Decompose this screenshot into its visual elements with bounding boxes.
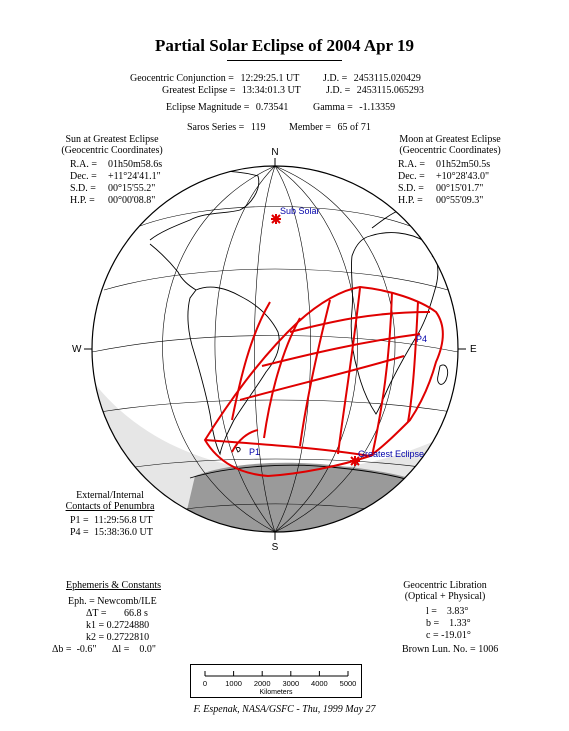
scale-bar-box [190, 664, 362, 698]
sun-heading-1: Sun at Greatest Eclipse [65, 134, 159, 145]
greatest-jd: 2453115.065293 [356, 85, 424, 96]
globe-disk [92, 166, 458, 532]
sun-hp-label: H.P. = [70, 195, 95, 206]
ephemeris-heading: Ephemeris & Constants [66, 580, 161, 591]
compass-north: N [271, 147, 278, 158]
sun-ra-label: R.A. = [70, 159, 98, 170]
ephemeris-k1: k1 = 0.2724880 [86, 620, 150, 631]
saros-line: Saros Series = 119 [187, 122, 265, 134]
moon-hp-label: H.P. = [398, 195, 423, 206]
libration-c: c = -19.01° [426, 630, 471, 641]
scale-tick-1000: 1000 [225, 679, 242, 688]
moon-dec-label: Dec. = [398, 171, 425, 182]
contacts-list: P1 = 11:29:56.8 UT P4 = 15:38:36.0 UT [70, 515, 153, 539]
moon-sd-value: 00°15'01.7" [436, 183, 484, 194]
eclipse-globe-map: N S W E Sub Solar Greatest Eclipse P1 P4 [72, 147, 477, 553]
moon-heading-1: Moon at Greatest Eclipse [399, 134, 501, 145]
p1-contact-label: P1 = [70, 515, 89, 526]
greatest-jd-label: J.D. = [326, 85, 351, 96]
scale-bar-ticks [204, 671, 349, 676]
page-title: Partial Solar Eclipse of 2004 Apr 19 [154, 36, 415, 55]
penumbra-southern-limit [204, 439, 371, 457]
sub-solar-label: Sub Solar [280, 206, 320, 216]
sun-sd-value: 00°15'55.2" [108, 183, 156, 194]
p4-contact-label: P4 = [70, 527, 89, 538]
sun-hp-value: 00°00'08.8" [108, 195, 156, 206]
scale-tick-0: 0 [203, 679, 207, 688]
member-label: Member = [289, 122, 332, 133]
member-line: Member = 65 of 71 [289, 122, 371, 134]
libration-heading-2: (Optical + Physical) [404, 591, 486, 602]
moon-heading-2: (Geocentric Coordinates) [399, 145, 501, 156]
brown-lunation: Brown Lun. No. = 1006 [402, 644, 499, 655]
sun-ra-value: 01h50m58.6s [108, 159, 163, 170]
p4-contact-time: 15:38:36.0 UT [94, 527, 153, 538]
gamma-value: -1.13359 [359, 102, 396, 113]
sub-solar-marker [271, 214, 281, 224]
compass-south: S [272, 542, 279, 553]
p1-label: P1 [249, 447, 260, 457]
p4-label: P4 [416, 334, 427, 344]
greatest-line: Greatest Eclipse = 13:34:01.3 UT [162, 85, 301, 97]
libration-b: b = 1.33° [426, 618, 471, 629]
greatest-time: 13:34:01.3 UT [241, 85, 301, 96]
moon-ra-value: 01h52m50.5s [436, 159, 491, 170]
compass-east: E [470, 344, 477, 355]
title-underline [227, 60, 342, 61]
sun-dec-value: +11°24'41.1" [108, 171, 161, 182]
magnitude-label: Eclipse Magnitude = [166, 102, 250, 113]
moon-hp-value: 00°55'09.3" [436, 195, 484, 206]
greatest-eclipse-label: Greatest Eclipse [358, 449, 424, 459]
p1-contact-time: 11:29:56.8 UT [94, 515, 153, 526]
compass-west: W [72, 344, 82, 355]
conjunction-label: Geocentric Conjunction = [130, 73, 234, 84]
magnitude-value: 0.73541 [255, 102, 289, 113]
sun-sd-label: S.D. = [70, 183, 96, 194]
moon-dec-value: +10°28'43.0" [436, 171, 490, 182]
ephemeris-eph: Eph. = Newcomb/ILE [68, 596, 157, 607]
sun-coordinates: R.A. = 01h50m58.6s Dec. = +11°24'41.1" S.D… [70, 159, 162, 207]
scale-tick-5000: 5000 [340, 679, 357, 688]
scale-tick-3000: 3000 [282, 679, 299, 688]
ephemeris-k2: k2 = 0.2722810 [86, 632, 150, 643]
ephemeris-delta-b: Δb = -0.6" [52, 644, 97, 655]
sun-heading-2: (Geocentric Coordinates) [61, 145, 163, 156]
saros-label: Saros Series = [187, 122, 245, 133]
member-value: 65 of 71 [337, 122, 371, 133]
conjunction-jd-line: J.D. = 2453115.020429 [323, 73, 421, 85]
greatest-jd-line: J.D. = 2453115.065293 [326, 85, 424, 97]
moon-ra-label: R.A. = [398, 159, 426, 170]
ephemeris-delta-l: Δl = 0.0" [112, 644, 156, 655]
conjunction-jd-label: J.D. = [323, 73, 348, 84]
magnitude-line: Eclipse Magnitude = 0.73541 [166, 102, 288, 114]
gamma-label: Gamma = [313, 102, 353, 113]
south-america-outline [187, 286, 280, 456]
scale-tick-2000: 2000 [254, 679, 271, 688]
libration-l: l = 3.83° [426, 606, 469, 617]
moon-coordinates: R.A. = 01h52m50.5s Dec. = +10°28'43.0" S.D… [398, 159, 490, 207]
ephemeris-delta-t: ΔT = 66.8 s [86, 608, 148, 619]
scale-tick-4000: 4000 [311, 679, 328, 688]
sun-dec-label: Dec. = [70, 171, 97, 182]
saros-value: 119 [250, 122, 266, 133]
conjunction-line: Geocentric Conjunction = 12:29:25.1 UT [130, 73, 299, 85]
contacts-heading-2: Contacts of Penumbra [65, 501, 155, 512]
contacts-heading-1: External/Internal [76, 490, 144, 501]
moon-sd-label: S.D. = [398, 183, 424, 194]
credit-line: F. Espenak, NASA/GSFC - Thu, 1999 May 27 [193, 704, 376, 715]
conjunction-time: 12:29:25.1 UT [240, 73, 300, 84]
greatest-eclipse-marker [350, 456, 360, 466]
scale-bar: 0 1000 2000 3000 4000 5000 Kilometers [203, 671, 357, 696]
eclipse-penumbra [203, 285, 444, 478]
greatest-label: Greatest Eclipse = [162, 85, 236, 96]
libration-heading-1: Geocentric Libration [403, 580, 487, 591]
scale-unit: Kilometers [259, 689, 293, 696]
conjunction-jd: 2453115.020429 [353, 73, 421, 84]
gamma-line: Gamma = -1.13359 [313, 102, 395, 114]
